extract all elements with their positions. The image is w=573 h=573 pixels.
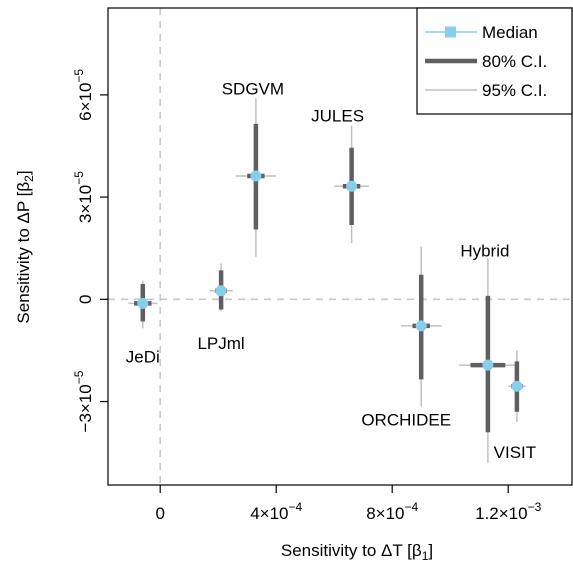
model-labels: JeDi LPJml SDGVM JULES ORCHIDEE Hybrid VISIT [126, 79, 536, 462]
y-tick-label: −3×10−5 [72, 370, 95, 432]
legend-label-95-c-i: 95% C.I. [482, 81, 547, 100]
model-label-jedi: JeDi [126, 347, 160, 366]
model-label-hybrid: Hybrid [460, 241, 509, 260]
y-tick-label: 3×10−5 [72, 171, 95, 223]
legend-label-median: Median [482, 23, 538, 42]
model-label-orchidee: ORCHIDEE [361, 411, 451, 430]
y-axis-label: Sensitivity to ΔP [β2] [14, 170, 36, 323]
y-axis: −3×10−5 0 3×10−5 6×10−5 [72, 69, 108, 432]
legend: Median 80% C.I. 95% C.I. [416, 7, 573, 115]
x-tick-label: 0 [155, 504, 164, 523]
x-axis: 0 4×10−4 8×10−4 1.2×10−3 [155, 485, 542, 523]
median-point-lpjml [215, 285, 227, 297]
x-tick-label: 4×10−4 [250, 500, 302, 523]
ci80-bars [134, 123, 523, 433]
median-point-jules [346, 180, 358, 192]
legend-label-80-c-i: 80% C.I. [482, 52, 547, 71]
model-label-jules: JULES [311, 107, 364, 126]
model-label-visit: VISIT [494, 443, 537, 462]
model-label-sdgvm: SDGVM [222, 79, 284, 98]
model-label-lpjml: LPJml [197, 334, 244, 353]
median-points [137, 170, 523, 392]
y-axis-label-subscript: 2 [22, 175, 36, 182]
median-point-hybrid [482, 359, 494, 371]
plot-area [107, 7, 573, 486]
median-point-sdgvm [250, 170, 262, 182]
median-point-orchidee [415, 320, 427, 332]
y-tick-label: 6×10−5 [72, 69, 95, 121]
median-point-jedi [137, 297, 149, 309]
reference-lines [108, 8, 572, 485]
y-tick-label: 0 [76, 295, 95, 304]
x-axis-label-subscript: 1 [422, 549, 429, 563]
x-axis-label: Sensitivity to ΔT [β1] [281, 541, 433, 563]
median-point-visit [511, 380, 523, 392]
plot-frame [107, 7, 573, 486]
ci95-bars [128, 98, 526, 463]
legend-swatch-marker-median [445, 26, 456, 38]
x-tick-label: 1.2×10−3 [475, 500, 541, 523]
x-tick-label: 8×10−4 [366, 500, 418, 523]
